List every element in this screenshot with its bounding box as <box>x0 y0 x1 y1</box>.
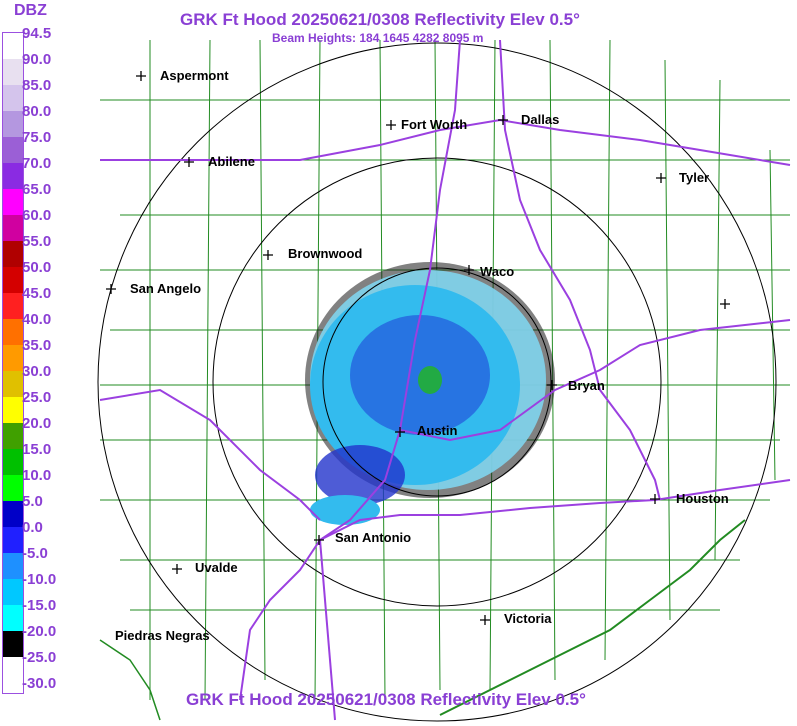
city-label-san-angelo: San Angelo <box>130 281 202 296</box>
city-label-brownwood: Brownwood <box>288 246 363 261</box>
color-scale-unit: DBZ <box>14 2 47 19</box>
coastline <box>439 519 746 716</box>
color-scale-label: 15.0 <box>22 441 52 458</box>
color-scale-label: -10.0 <box>22 571 57 588</box>
city-label-uvalde: Uvalde <box>195 560 238 575</box>
city-label-victoria: Victoria <box>504 611 552 626</box>
color-scale-segment <box>3 319 23 345</box>
color-scale-bar <box>2 32 24 694</box>
color-scale-label: -5.0 <box>22 545 48 562</box>
color-scale-label: 80.0 <box>22 103 52 120</box>
dbz-color-scale: DBZ 94.5 90.0 85.0 80.0 75.0 70.0 65.0 60.0 55.0… <box>0 0 64 694</box>
color-scale-label: -25.0 <box>22 649 57 666</box>
color-scale-segment <box>3 423 23 449</box>
color-scale-label: 70.0 <box>22 155 52 172</box>
color-scale-label: 30.0 <box>22 363 52 380</box>
color-scale-segment <box>3 527 23 553</box>
color-scale-segment <box>3 189 23 215</box>
color-scale-label: -30.0 <box>22 675 57 692</box>
color-scale-segment <box>3 215 23 241</box>
color-scale-segment <box>3 657 23 683</box>
city-markers <box>106 71 730 625</box>
color-scale-segment <box>3 449 23 475</box>
color-scale-label: 60.0 <box>22 207 52 224</box>
city-label-piedras-negras: Piedras Negras <box>115 628 210 643</box>
color-scale-segment <box>3 267 23 293</box>
color-scale-label: 20.0 <box>22 415 52 432</box>
color-scale-segment <box>3 59 23 85</box>
color-scale-segment <box>3 475 23 501</box>
city-label-waco: Waco <box>480 264 515 279</box>
beam-heights: Beam Heights: 184 1645 4282 8095 m <box>272 31 484 45</box>
color-scale-label: 94.5 <box>22 25 52 42</box>
color-scale-segment <box>3 631 23 657</box>
city-label-tyler: Tyler <box>679 170 710 185</box>
color-scale-segment <box>3 345 23 371</box>
color-scale-segment <box>3 553 23 579</box>
city-label-austin: Austin <box>417 423 458 438</box>
city-label-san-antonio: San Antonio <box>335 530 412 545</box>
city-label-dallas: Dallas <box>521 112 560 127</box>
color-scale-label: 55.0 <box>22 233 52 250</box>
color-scale-label: 40.0 <box>22 311 52 328</box>
color-scale-segment <box>3 397 23 423</box>
city-label-bryan: Bryan <box>568 378 605 393</box>
color-scale-segment <box>3 85 23 111</box>
color-scale-label: 45.0 <box>22 285 52 302</box>
radar-footer-title: GRK Ft Hood 20250621/0308 Reflectivity E… <box>186 690 586 709</box>
highways <box>99 39 791 721</box>
city-label-aspermont: Aspermont <box>160 68 229 83</box>
rio-grande <box>99 639 161 721</box>
color-scale-segment <box>3 163 23 189</box>
color-scale-label: 10.0 <box>22 467 52 484</box>
color-scale-label: 0.0 <box>22 519 43 536</box>
reflectivity-echoes <box>305 262 555 525</box>
color-scale-label: 25.0 <box>22 389 52 406</box>
radar-title: GRK Ft Hood 20250621/0308 Reflectivity E… <box>180 10 580 29</box>
city-label-houston: Houston <box>676 491 729 506</box>
city-label-abilene: Abilene <box>208 154 255 169</box>
color-scale-label: 35.0 <box>22 337 52 354</box>
color-scale-segment <box>3 371 23 397</box>
color-scale-segment <box>3 579 23 605</box>
color-scale-segment <box>3 33 23 59</box>
color-scale-segment <box>3 501 23 527</box>
range-rings <box>97 42 777 722</box>
color-scale-segment <box>3 111 23 137</box>
color-scale-label: -20.0 <box>22 623 57 640</box>
color-scale-label: 90.0 <box>22 51 52 68</box>
color-scale-label: 5.0 <box>22 493 43 510</box>
color-scale-segment <box>3 241 23 267</box>
color-scale-label: 65.0 <box>22 181 52 198</box>
color-scale-segment <box>3 137 23 163</box>
color-scale-label: -15.0 <box>22 597 57 614</box>
color-scale-label: 75.0 <box>22 129 52 146</box>
city-label-fort-worth: Fort Worth <box>401 117 468 132</box>
color-scale-label: 50.0 <box>22 259 52 276</box>
color-scale-label: 85.0 <box>22 77 52 94</box>
color-scale-segment <box>3 605 23 631</box>
color-scale-segment <box>3 293 23 319</box>
